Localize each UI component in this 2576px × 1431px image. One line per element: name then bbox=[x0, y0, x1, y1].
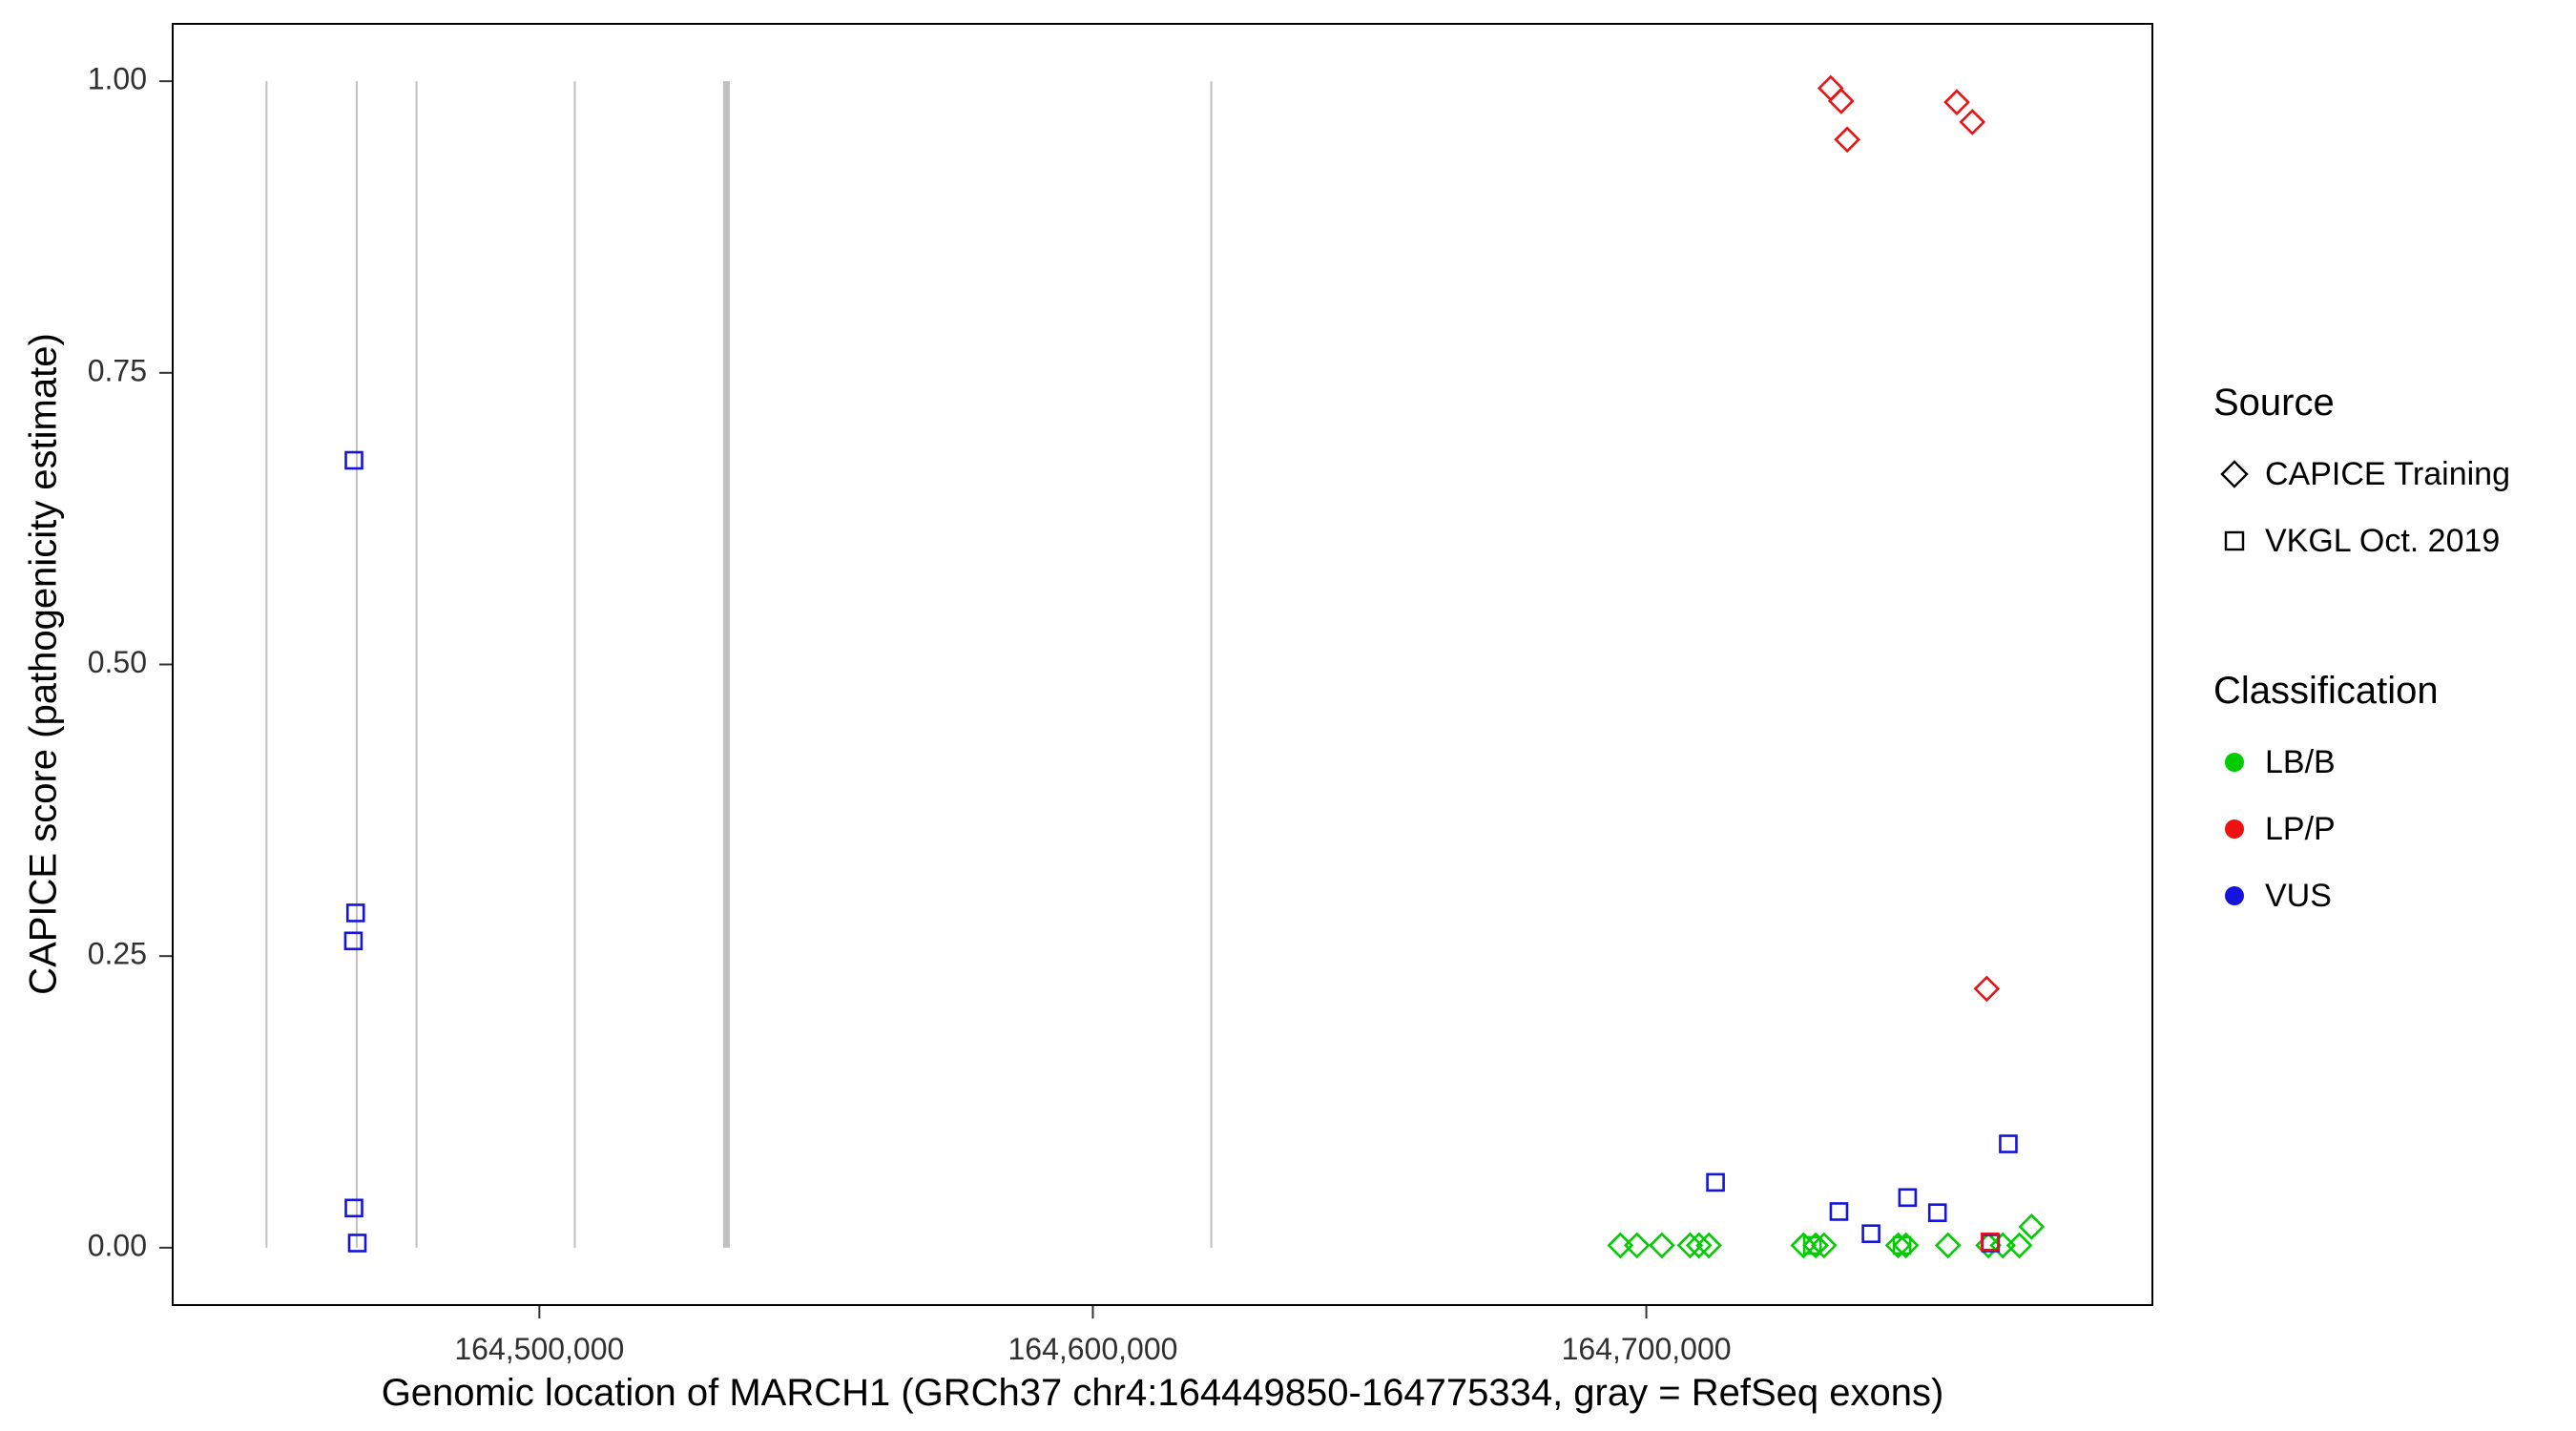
point-diamond bbox=[1790, 1232, 1818, 1259]
point-diamond bbox=[1834, 126, 1860, 154]
x-axis-title: Genomic location of MARCH1 (GRCh37 chr4:… bbox=[381, 1372, 1944, 1414]
point-diamond bbox=[1943, 89, 1970, 115]
legend-item-capice-training: CAPICE Training bbox=[2213, 441, 2510, 508]
red-dot-icon bbox=[2225, 819, 2244, 839]
point-square bbox=[1999, 1134, 2018, 1153]
blue-dot-icon bbox=[2225, 886, 2244, 905]
point-square bbox=[343, 931, 364, 951]
point-square bbox=[347, 1234, 367, 1253]
point-square bbox=[1802, 1235, 1822, 1255]
point-diamond bbox=[1934, 1232, 1962, 1259]
x-tick-label: 164,500,000 bbox=[454, 1332, 624, 1366]
legend-item-label: CAPICE Training bbox=[2265, 455, 2510, 492]
point-diamond bbox=[1989, 1232, 2016, 1259]
y-tick-label: 0.25 bbox=[88, 937, 147, 971]
point-diamond bbox=[1802, 1232, 1829, 1259]
green-dot-icon bbox=[2225, 753, 2244, 772]
legend-item-label: VUS bbox=[2265, 877, 2332, 914]
point-diamond bbox=[1623, 1232, 1651, 1259]
point-square bbox=[1927, 1203, 1947, 1222]
point-square bbox=[344, 1198, 364, 1218]
point-diamond bbox=[1817, 74, 1844, 102]
point-square bbox=[1706, 1172, 1725, 1192]
point-square bbox=[1981, 1232, 2000, 1252]
point-diamond bbox=[1827, 88, 1855, 114]
legend-item-vus: VUS bbox=[2213, 862, 2439, 929]
y-axis-title: CAPICE score (pathogenicity estimate) bbox=[22, 333, 65, 995]
point-diamond bbox=[1892, 1232, 1920, 1259]
point-diamond bbox=[1676, 1232, 1704, 1259]
point-diamond bbox=[1648, 1232, 1675, 1259]
x-tick-label: 164,600,000 bbox=[1008, 1332, 1177, 1366]
legend-item-lpp: LP/P bbox=[2213, 796, 2439, 862]
point-diamond bbox=[1959, 109, 1986, 135]
point-diamond bbox=[1884, 1232, 1912, 1259]
legend-classification-block: Classification LB/B LP/P VUS bbox=[2213, 668, 2439, 929]
x-tick-label: 164,700,000 bbox=[1562, 1332, 1732, 1366]
point-square bbox=[1898, 1188, 1918, 1208]
data-points bbox=[343, 74, 2046, 1259]
point-square bbox=[344, 450, 364, 470]
legend-source-title: Source bbox=[2213, 382, 2335, 424]
y-tick-label: 0.75 bbox=[88, 353, 147, 387]
legend-item-label: LB/B bbox=[2265, 743, 2336, 780]
y-tick-label: 0.50 bbox=[88, 645, 147, 679]
axis-ticks: 164,500,000 164,600,000 164,700,000 0.00 0.2… bbox=[88, 62, 1732, 1366]
point-square bbox=[1861, 1224, 1880, 1243]
point-square bbox=[1892, 1235, 1912, 1255]
point-diamond bbox=[2005, 1232, 2033, 1259]
legend-source-block: Source CAPICE Training VKGL Oct. 2019 bbox=[2213, 380, 2510, 574]
legend-classification-title: Classification bbox=[2213, 670, 2439, 712]
y-tick-label: 0.00 bbox=[88, 1228, 147, 1262]
point-diamond bbox=[2018, 1213, 2046, 1240]
diamond-open-icon bbox=[2220, 460, 2249, 488]
point-diamond bbox=[1975, 1232, 2002, 1259]
legend-item-lbb: LB/B bbox=[2213, 729, 2439, 796]
point-diamond bbox=[1810, 1232, 1838, 1259]
point-square bbox=[345, 903, 365, 923]
point-diamond bbox=[1685, 1232, 1713, 1259]
square-open-icon bbox=[2224, 530, 2245, 551]
point-diamond bbox=[1607, 1232, 1634, 1259]
point-square bbox=[1829, 1202, 1849, 1221]
legend-item-label: VKGL Oct. 2019 bbox=[2265, 522, 2501, 559]
legend-item-vkgl: VKGL Oct. 2019 bbox=[2213, 508, 2510, 574]
refseq-exon-lines bbox=[265, 81, 1213, 1248]
point-diamond bbox=[1973, 975, 2001, 1003]
legend-item-label: LP/P bbox=[2265, 810, 2336, 847]
y-tick-label: 1.00 bbox=[88, 62, 147, 96]
point-diamond bbox=[1695, 1232, 1722, 1259]
